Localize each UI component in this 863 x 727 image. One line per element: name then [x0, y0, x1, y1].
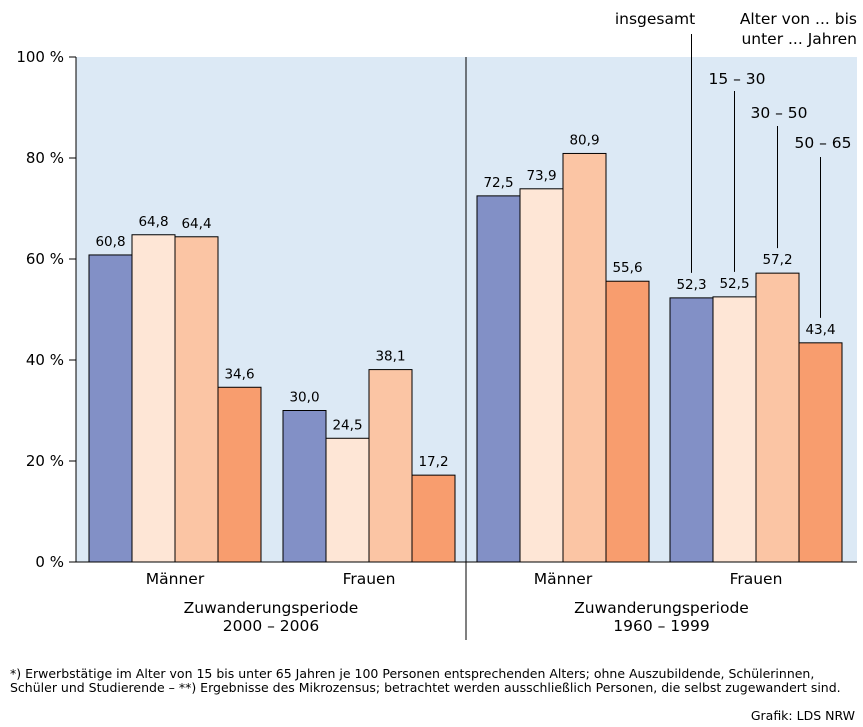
group-label: Frauen — [343, 570, 396, 588]
period-label: Zuwanderungsperiode — [574, 599, 749, 617]
bar — [476, 195, 521, 563]
bar — [368, 369, 413, 563]
bar-value-label: 55,6 — [612, 260, 642, 276]
bar — [605, 280, 650, 563]
bar-value-label: 60,8 — [95, 234, 125, 250]
bar-value-label: 52,5 — [719, 276, 749, 292]
bar — [88, 254, 133, 563]
footnote: *) Erwerbstätige im Alter von 15 bis unt… — [10, 666, 841, 695]
bar-value-label: 72,5 — [483, 175, 513, 191]
bar-value-label: 52,3 — [676, 277, 706, 293]
y-tick-label: 100 % — [16, 48, 64, 66]
group-label: Männer — [146, 570, 205, 588]
y-tick-label: 0 % — [35, 553, 64, 571]
bar-value-label: 64,4 — [181, 216, 211, 232]
legend-header: Alter von ... bis — [740, 10, 857, 28]
bar-value-label: 17,2 — [418, 454, 448, 470]
bar-value-label: 43,4 — [805, 322, 835, 338]
y-tick-label: 80 % — [26, 149, 64, 167]
bar — [669, 297, 714, 563]
period-label: 2000 – 2006 — [223, 617, 320, 635]
bar — [712, 296, 757, 563]
period-label: Zuwanderungsperiode — [184, 599, 359, 617]
group-label: Frauen — [730, 570, 783, 588]
bar-value-label: 34,6 — [224, 366, 254, 382]
bar — [798, 342, 843, 563]
legend-label: insgesamt — [615, 10, 695, 28]
bar — [411, 474, 456, 563]
bar-value-label: 38,1 — [375, 349, 405, 365]
bar — [755, 272, 800, 563]
bar — [562, 152, 607, 563]
y-tick-label: 60 % — [26, 250, 64, 268]
bar — [217, 386, 262, 563]
legend-label: 15 – 30 — [708, 70, 765, 88]
group-label: Männer — [534, 570, 593, 588]
bar — [131, 234, 176, 563]
bar-value-label: 80,9 — [569, 132, 599, 148]
legend-label: 50 – 65 — [794, 134, 851, 152]
bar-value-label: 24,5 — [332, 417, 362, 433]
bar — [519, 188, 564, 563]
bar-value-label: 64,8 — [138, 214, 168, 230]
bar-value-label: 30,0 — [289, 390, 319, 406]
bar — [282, 410, 327, 563]
legend-header: unter ... Jahren — [741, 30, 857, 48]
bar-value-label: 57,2 — [762, 252, 792, 268]
bar-value-label: 73,9 — [526, 168, 556, 184]
y-tick-label: 40 % — [26, 351, 64, 369]
chart: 0 % 20 % 40 % 60 % 80 % 100 % 60,8 64,8 64,4 34,6… — [16, 10, 857, 640]
credit: Grafik: LDS NRW — [750, 708, 855, 723]
period-label: 1960 – 1999 — [613, 617, 710, 635]
bar — [174, 236, 219, 563]
y-tick-label: 20 % — [26, 452, 64, 470]
legend-label: 30 – 50 — [750, 104, 807, 122]
bar — [325, 437, 370, 563]
